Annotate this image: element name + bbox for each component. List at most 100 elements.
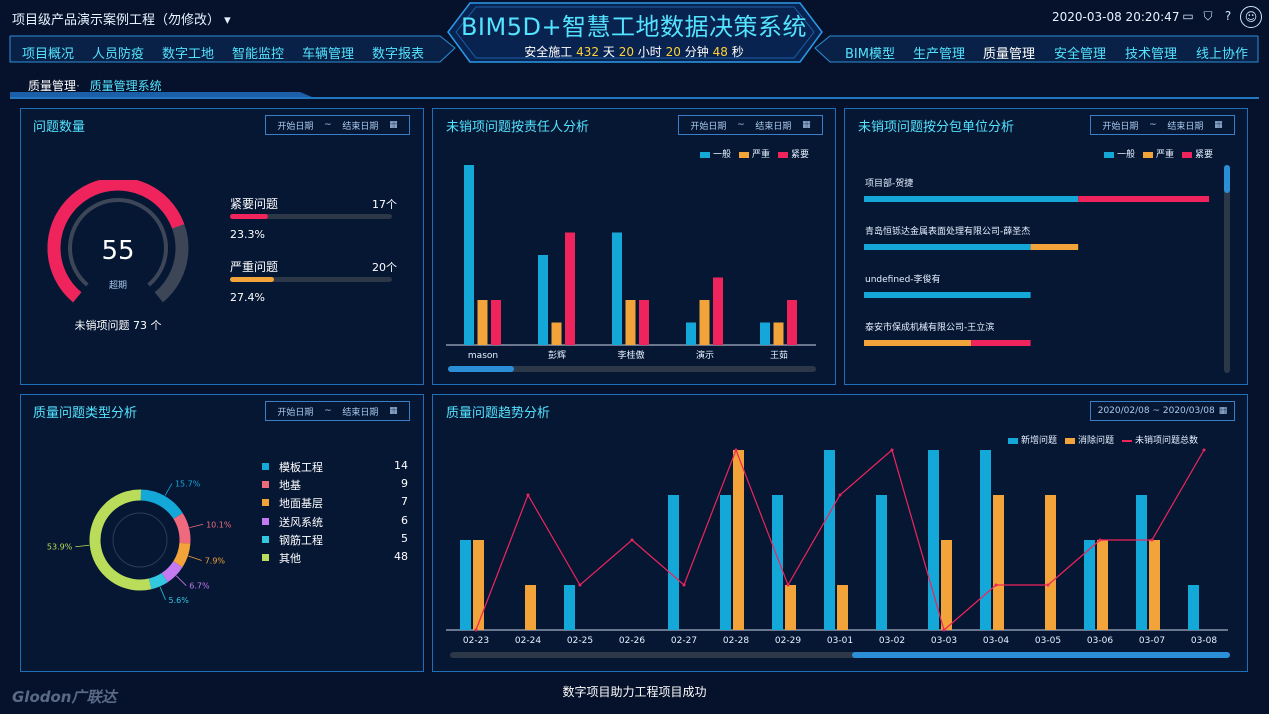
legend-swatch [262,553,269,561]
issue-type-count: 5 [401,531,408,545]
nav-item-project-overview[interactable]: 项目概况 [22,47,75,62]
bar-segment-一般 [864,292,1031,298]
line-point [682,583,686,587]
legend-item: 新增问题 [1008,433,1057,446]
project-title: 项目级产品演示案例工程（勿修改） [12,13,221,28]
shirt-icon[interactable]: ⛉ [1203,9,1213,23]
legend-item: 紧要 [778,147,809,160]
donut-percent-label: 53.9% [47,543,73,552]
trend-bar-03-01-新增问题 [824,450,835,630]
date-range-picker[interactable]: 开始日期 ~ 结束日期 ▦ [265,115,410,135]
x-tick-label: 03-07 [1139,636,1165,646]
chart-legend: 一般 严重 紧要 [700,147,809,160]
donut-slice-地基 [173,513,191,544]
date-range-picker[interactable]: 开始日期 ~ 结束日期 ▦ [1090,115,1235,135]
legend-item: 严重 [1143,147,1174,160]
bar-mason-严重 [477,300,488,345]
issue-type-row: 模板工程 14 [262,459,412,477]
category-label: 泰安市保成机械有限公司-王立滨 [865,321,994,333]
severe-count: 20个 [372,261,397,274]
nav-item-epidemic[interactable]: 人员防疫 [92,47,145,62]
donut-leader [75,544,90,548]
calendar-icon: ▦ [1218,406,1228,416]
bar-王茹-一般 [760,322,770,345]
nav-item-quality[interactable]: 质量管理 [983,47,1036,62]
bar-mason-一般 [464,165,474,345]
legend-item: 消除问题 [1065,433,1114,446]
monitor-icon[interactable]: ▭ [1182,9,1194,23]
urgent-label: 紧要问题 [230,197,279,211]
legend-item: 未销项问题总数 [1122,433,1198,446]
line-point [786,583,790,587]
nav-item-collaboration[interactable]: 线上协作 [1196,47,1249,62]
issue-type-row: 送风系统 6 [262,514,412,532]
issue-type-name: 地面基层 [279,497,323,511]
issue-type-name: 其他 [279,551,301,565]
donut-leader [188,555,202,561]
project-selector[interactable]: 项目级产品演示案例工程（勿修改） ▾ [12,9,231,28]
datetime: 2020-03-08 20:20:47 [1052,10,1180,24]
issue-type-row: 钢筋工程 5 [262,532,412,550]
user-avatar-icon[interactable]: ☺ [1240,6,1262,28]
nav-item-digital-site[interactable]: 数字工地 [162,47,215,62]
donut-slice-地面基层 [173,542,191,568]
nav-item-production[interactable]: 生产管理 [913,47,966,62]
severe-bar-fill [230,277,275,282]
trend-chart: 02-23 02-24 02-25 02-26 02-27 02-28 02-29 03-01… [446,448,1230,658]
donut-percent-label: 5.6% [169,596,190,605]
x-tick-label: 王茹 [770,349,788,361]
donut-slice-送风系统 [161,560,183,583]
trend-bar-02-28-新增问题 [720,495,731,630]
donut-percent-label: 10.1% [206,520,232,529]
trend-date-range-picker[interactable]: 2020/02/08 ~ 2020/03/08 ▦ [1090,401,1235,421]
bar-王茹-严重 [773,322,784,345]
gauge-value: 55 [101,236,135,266]
x-tick-label: 03-06 [1087,636,1113,646]
chart-legend: 新增问题 消除问题 未销项问题总数 [1008,433,1198,446]
bar-李桂傲-一般 [612,232,622,345]
help-icon[interactable]: ? [1224,9,1232,23]
breadcrumb-section[interactable]: 质量管理 [28,79,77,93]
header-frame [9,2,1259,99]
donut-inner-ring [112,512,168,568]
nav-item-reports[interactable]: 数字报表 [372,47,425,62]
x-tick-label: 彭辉 [548,349,566,361]
trend-bar-03-06-新增问题 [1084,540,1095,630]
issue-type-count: 14 [394,459,408,472]
issue-type-donut: 15.7% 10.1% 7.9% 6.7% 5.6% 53.9% [47,479,232,605]
urgent-count: 17个 [372,198,397,211]
bar-李桂傲-紧要 [639,300,649,345]
nav-item-safety[interactable]: 安全管理 [1054,47,1107,62]
trend-bar-02-27-新增问题 [668,495,679,630]
trend-bar-02-28-消除问题 [733,450,744,630]
date-range-picker[interactable]: 开始日期 ~ 结束日期 ▦ [678,115,823,135]
trend-bar-03-03-消除问题 [941,540,952,630]
urgent-percent: 23.3% [230,228,265,241]
urgent-bar-fill [230,214,268,219]
nav-item-vehicles[interactable]: 车辆管理 [302,47,355,62]
nav-item-bim[interactable]: BIM模型 [845,47,895,62]
nav-item-monitoring[interactable]: 智能监控 [232,47,285,62]
issue-type-name: 钢筋工程 [279,533,323,547]
bar-彭辉-紧要 [565,232,575,345]
date-range-picker[interactable]: 开始日期 ~ 结束日期 ▦ [265,401,410,421]
category-label: 项目部-贺捷 [865,177,913,189]
trend-bar-03-04-消除问题 [993,495,1004,630]
gauge-inner-ring [68,198,168,287]
bar-演示-紧要 [713,277,723,345]
line-point [1150,538,1154,542]
calendar-icon: ▦ [389,406,398,416]
x-tick-label: 03-04 [983,636,1009,646]
issue-type-count: 7 [401,495,408,509]
nav-item-technology[interactable]: 技术管理 [1125,47,1178,62]
x-tick-label: 03-01 [827,636,853,646]
line-point [994,583,998,587]
line-point [734,448,738,452]
x-tick-label: 02-27 [671,636,697,646]
panel-title: 问题数量 [33,120,86,135]
line-point [890,448,894,452]
legend-swatch [262,481,269,489]
donut-percent-label: 7.9% [205,556,226,565]
bar-segment-紧要 [971,340,1031,346]
